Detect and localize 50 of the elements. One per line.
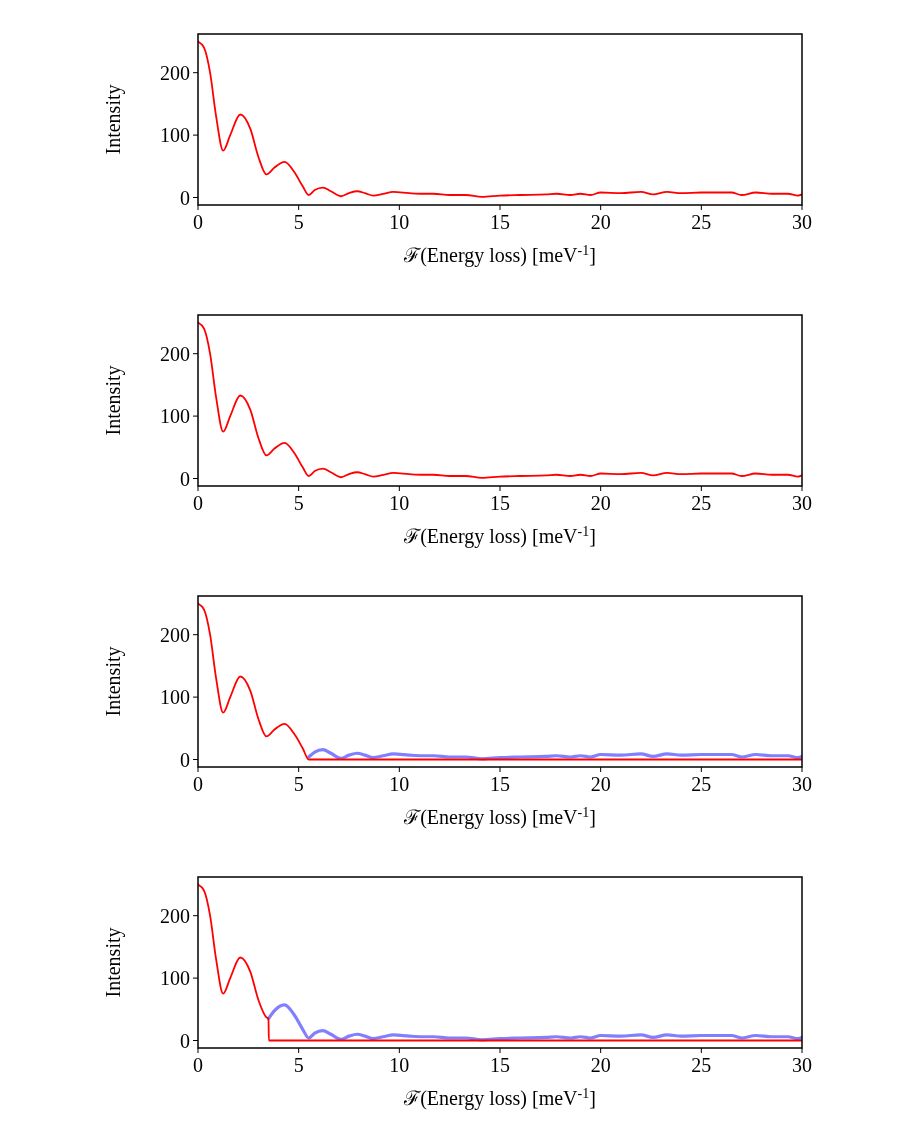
y-axis-title: Intensity: [102, 646, 125, 717]
x-tick-label: 15: [490, 211, 510, 233]
x-tick-label: 15: [490, 492, 510, 514]
x-tick-label: 25: [691, 211, 712, 233]
x-tick-label: 30: [792, 1054, 812, 1076]
x-tick-label: 5: [293, 773, 304, 795]
line-series: [198, 40, 802, 198]
y-tick-label: 100: [160, 124, 190, 147]
y-tick-label: 0: [180, 467, 190, 490]
x-tick-label: 20: [590, 492, 611, 514]
x-tick-label: 30: [792, 773, 812, 795]
x-axis-title: ℱ(Energy loss) [meV$^{-1}$]: [403, 242, 596, 267]
y-tick-label: 100: [160, 405, 190, 428]
y-axis-title: Intensity: [102, 84, 125, 155]
line-series: [198, 883, 802, 1042]
x-tick-label: 20: [590, 211, 611, 233]
x-tick-label: 30: [792, 211, 812, 233]
x-tick-label: 25: [691, 773, 712, 795]
x-tick-label: 5: [293, 211, 304, 233]
y-axis-title: Intensity: [102, 365, 125, 436]
line-series: [266, 1003, 802, 1042]
x-tick-label: 25: [691, 1054, 712, 1076]
y-tick-label: 0: [180, 186, 190, 209]
y-tick-label: 100: [160, 967, 190, 990]
y-tick-label: 200: [160, 623, 190, 646]
x-axis-title: ℱ(Energy loss) [meV$^{-1}$]: [403, 523, 596, 548]
y-tick-label: 0: [180, 1029, 190, 1052]
x-axis-title: ℱ(Energy loss) [meV$^{-1}$]: [403, 1085, 596, 1110]
x-tick-label: 20: [590, 773, 611, 795]
x-tick-label: 25: [691, 492, 712, 514]
y-tick-label: 0: [180, 748, 190, 771]
x-axis-title: ℱ(Energy loss) [meV$^{-1}$]: [403, 804, 596, 829]
x-tick-label: 5: [293, 1054, 304, 1076]
y-tick-label: 200: [160, 61, 190, 84]
x-tick-label: 5: [293, 492, 304, 514]
y-axis-title: Intensity: [102, 927, 125, 998]
x-tick-label: 10: [389, 492, 410, 514]
y-tick-label: 200: [160, 342, 190, 365]
x-tick-label: 30: [792, 492, 812, 514]
line-series: [198, 321, 802, 479]
line-series: [198, 602, 802, 761]
y-tick-label: 100: [160, 686, 190, 709]
x-tick-label: 20: [590, 1054, 611, 1076]
x-tick-label: 15: [490, 1054, 510, 1076]
x-tick-label: 10: [389, 211, 410, 233]
y-tick-label: 200: [160, 904, 190, 927]
line-series: [307, 747, 802, 761]
x-tick-label: 10: [389, 1054, 410, 1076]
x-tick-label: 10: [389, 773, 410, 795]
x-tick-label: 15: [490, 773, 510, 795]
